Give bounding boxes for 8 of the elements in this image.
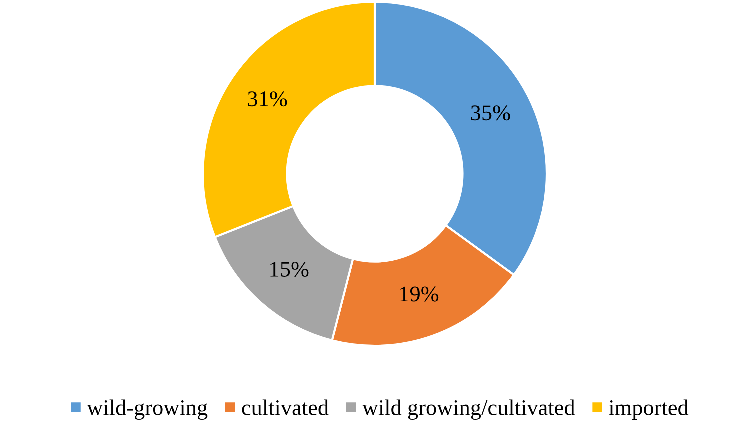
data-label: 15% xyxy=(270,262,309,278)
legend-label: wild-growing xyxy=(87,400,208,420)
data-label: 31% xyxy=(248,92,288,107)
legend-label: imported xyxy=(609,400,689,420)
data-label: 35% xyxy=(471,106,510,121)
legend-label: wild growing/cultivated xyxy=(362,400,576,420)
legend-label: cultivated xyxy=(242,400,329,416)
data-label: 19% xyxy=(400,286,439,302)
